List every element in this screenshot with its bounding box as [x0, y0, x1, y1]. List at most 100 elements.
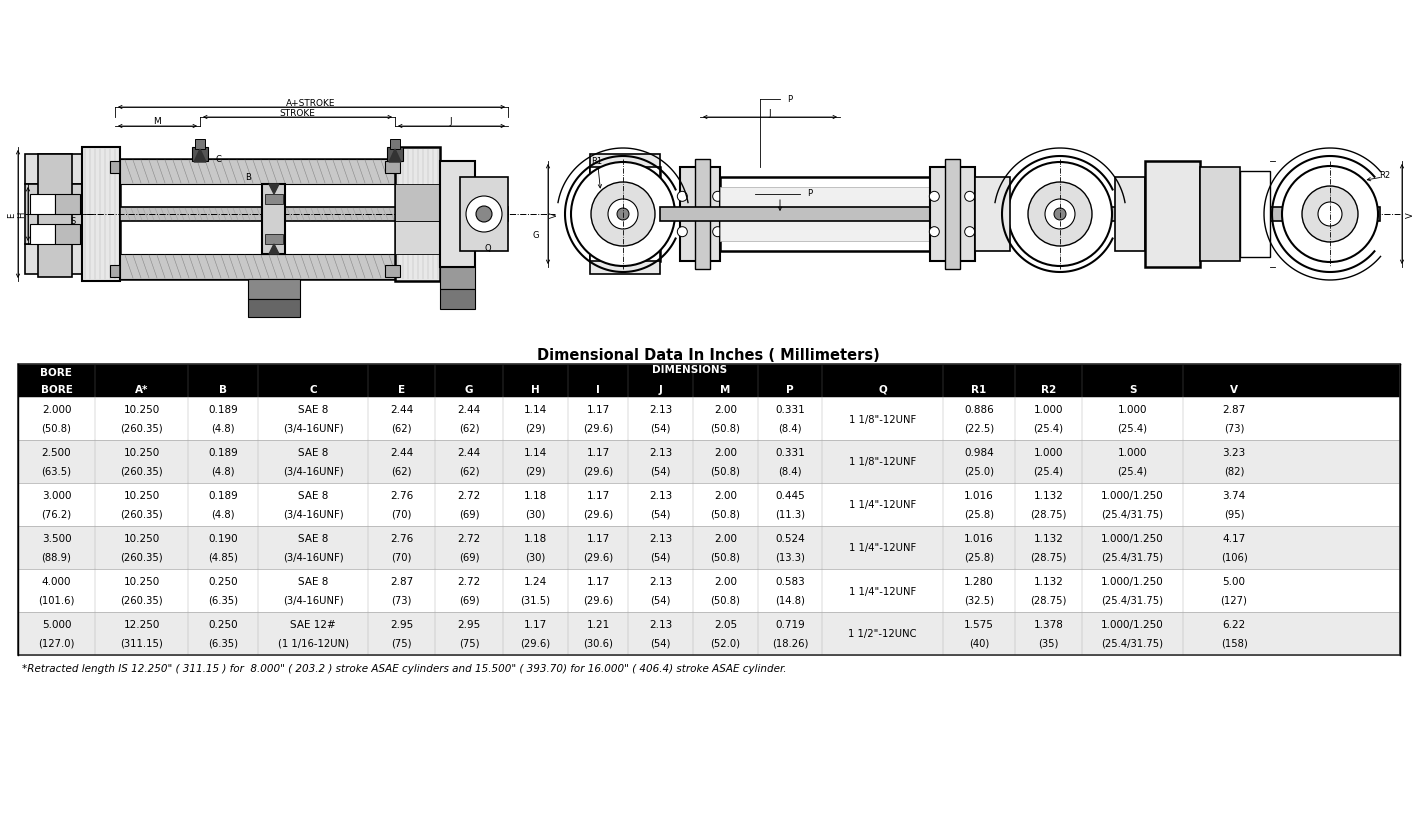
- Bar: [441, 289, 475, 309]
- Text: 0.331: 0.331: [775, 447, 805, 457]
- Text: (25.8): (25.8): [964, 509, 993, 519]
- Text: (25.4): (25.4): [1118, 423, 1148, 433]
- Text: 2.13: 2.13: [649, 619, 672, 629]
- Text: (28.75): (28.75): [1030, 595, 1067, 605]
- Text: 0.189: 0.189: [208, 447, 238, 457]
- Text: (50.8): (50.8): [710, 509, 741, 519]
- Text: 1.17: 1.17: [587, 576, 609, 586]
- Text: (75): (75): [459, 638, 479, 648]
- Text: G: G: [533, 230, 540, 239]
- Polygon shape: [269, 245, 279, 255]
- Bar: [1240, 172, 1270, 258]
- Text: 0.189: 0.189: [208, 490, 238, 500]
- Text: A+STROKE: A+STROKE: [286, 98, 336, 108]
- Text: 2.72: 2.72: [458, 533, 480, 543]
- Text: M: M: [153, 117, 162, 127]
- Bar: [18, 441, 1400, 484]
- Text: 2.00: 2.00: [714, 490, 737, 500]
- Bar: [565, 60, 1410, 340]
- Text: 1 1/4"-12UNF: 1 1/4"-12UNF: [849, 500, 917, 510]
- Bar: [18, 365, 1400, 380]
- Text: (13.3): (13.3): [775, 552, 805, 562]
- Text: 0.250: 0.250: [208, 619, 238, 629]
- Text: (29.6): (29.6): [582, 466, 614, 476]
- Circle shape: [1318, 203, 1342, 227]
- Bar: [1115, 178, 1145, 251]
- Text: 5.000: 5.000: [41, 619, 71, 629]
- Text: (30): (30): [526, 552, 546, 562]
- Text: (54): (54): [650, 638, 670, 648]
- Text: R2: R2: [1041, 385, 1056, 394]
- Bar: [55, 195, 79, 215]
- Text: (4.8): (4.8): [211, 509, 235, 519]
- Text: C: C: [215, 155, 221, 165]
- Bar: [395, 222, 441, 255]
- Text: R2: R2: [1379, 170, 1390, 179]
- Text: (3/4-16UNF): (3/4-16UNF): [282, 552, 343, 562]
- Bar: [38, 155, 72, 278]
- Text: (69): (69): [459, 509, 479, 519]
- Circle shape: [591, 183, 655, 246]
- Text: (106): (106): [1220, 552, 1247, 562]
- Text: Q: Q: [485, 243, 492, 252]
- Text: 10.250: 10.250: [123, 533, 160, 543]
- Text: (29.6): (29.6): [582, 595, 614, 605]
- Bar: [55, 225, 79, 245]
- Text: SAE 12#: SAE 12#: [290, 619, 336, 629]
- Text: B: B: [245, 172, 251, 181]
- Text: SAE 8: SAE 8: [298, 490, 329, 500]
- Text: 2.72: 2.72: [458, 576, 480, 586]
- Text: 10.250: 10.250: [123, 490, 160, 500]
- Text: (260.35): (260.35): [120, 466, 163, 476]
- Bar: [395, 148, 441, 282]
- Text: (25.4): (25.4): [1118, 466, 1148, 476]
- Bar: [111, 162, 125, 174]
- Text: SAE 8: SAE 8: [298, 533, 329, 543]
- Text: 1.17: 1.17: [587, 490, 609, 500]
- Text: 2.13: 2.13: [649, 576, 672, 586]
- Text: 2.00: 2.00: [714, 533, 737, 543]
- Text: M: M: [720, 385, 731, 394]
- Text: P: P: [788, 95, 792, 104]
- Text: 1.575: 1.575: [964, 619, 993, 629]
- Bar: [390, 140, 400, 150]
- Text: (29): (29): [526, 466, 546, 476]
- Text: (54): (54): [650, 509, 670, 519]
- Bar: [18, 526, 1400, 569]
- Circle shape: [616, 208, 629, 221]
- Text: (29.6): (29.6): [582, 552, 614, 562]
- Text: 3.000: 3.000: [41, 490, 71, 500]
- Text: 1.17: 1.17: [587, 447, 609, 457]
- Text: (54): (54): [650, 423, 670, 433]
- Circle shape: [1027, 183, 1093, 246]
- Bar: [1200, 168, 1240, 261]
- Circle shape: [466, 197, 502, 232]
- Text: (8.4): (8.4): [778, 466, 802, 476]
- Text: 1.14: 1.14: [524, 447, 547, 457]
- Text: (62): (62): [391, 466, 412, 476]
- Text: J: J: [449, 117, 452, 127]
- Text: (69): (69): [459, 595, 479, 605]
- Text: 0.583: 0.583: [775, 576, 805, 586]
- Text: (73): (73): [1224, 423, 1244, 433]
- Text: (6.35): (6.35): [208, 638, 238, 648]
- Text: STROKE: STROKE: [279, 108, 315, 117]
- Bar: [18, 365, 1400, 655]
- Text: 1.016: 1.016: [964, 490, 993, 500]
- Bar: [1145, 162, 1200, 268]
- Text: 10.250: 10.250: [123, 404, 160, 414]
- Bar: [930, 168, 975, 261]
- Text: 2.87: 2.87: [1223, 404, 1246, 414]
- Text: (88.9): (88.9): [41, 552, 71, 562]
- Text: (62): (62): [459, 423, 479, 433]
- Bar: [387, 148, 402, 162]
- Text: (70): (70): [391, 552, 412, 562]
- Text: (25.4): (25.4): [1033, 466, 1064, 476]
- Text: SAE 8: SAE 8: [298, 404, 329, 414]
- Text: (54): (54): [650, 466, 670, 476]
- Text: P: P: [786, 385, 794, 394]
- Bar: [26, 155, 85, 184]
- Text: (311.15): (311.15): [120, 638, 163, 648]
- Text: (54): (54): [650, 595, 670, 605]
- Text: 1.14: 1.14: [524, 404, 547, 414]
